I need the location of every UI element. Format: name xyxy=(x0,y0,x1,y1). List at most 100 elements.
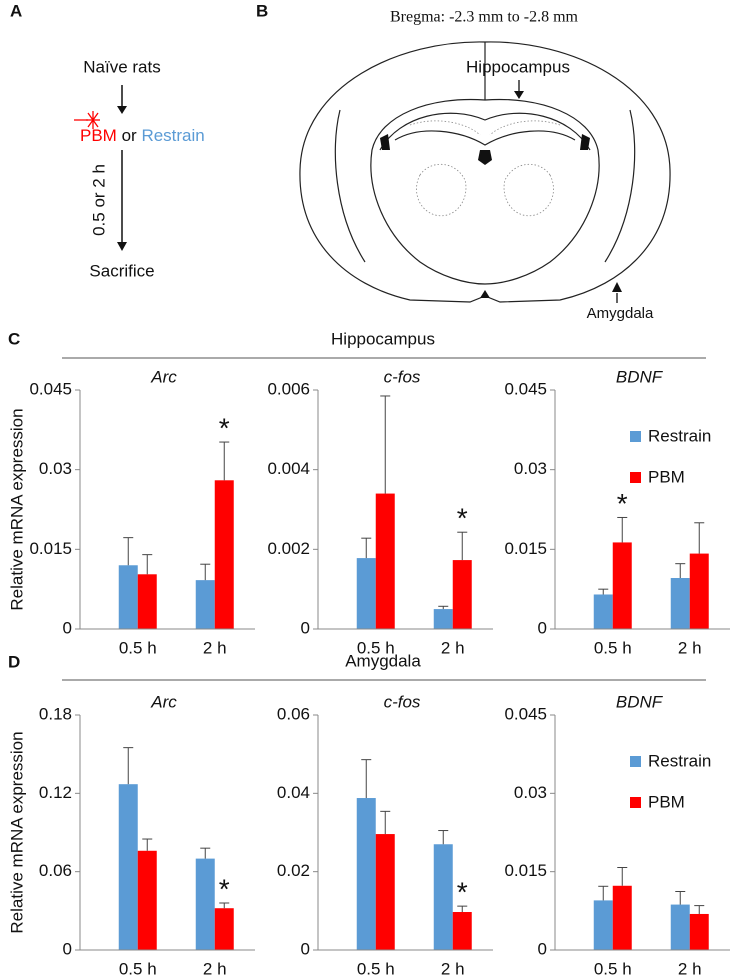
y-tick-label: 0 xyxy=(538,618,547,637)
legend-swatch xyxy=(630,431,641,442)
atlas-title: Bregma: -2.3 mm to -2.8 mm xyxy=(390,9,579,26)
atlas-arrow xyxy=(514,80,622,303)
x-tick-label: 2 h xyxy=(678,959,702,975)
y-tick-label: 0 xyxy=(538,939,547,958)
legend-label: Restrain xyxy=(648,751,711,770)
legend-swatch xyxy=(630,472,641,483)
significance-mark: * xyxy=(219,412,230,443)
x-tick-label: 0.5 h xyxy=(119,638,157,657)
flow-interval: 0.5 or 2 h xyxy=(89,164,108,236)
y-tick-label: 0.03 xyxy=(514,459,547,478)
chart-title: BDNF xyxy=(616,367,664,386)
panel-label: A xyxy=(10,1,22,20)
y-tick-label: 0.18 xyxy=(39,704,72,723)
x-tick-label: 0.5 h xyxy=(594,959,632,975)
y-tick-label: 0.015 xyxy=(504,539,547,558)
flow-restrain: Restrain xyxy=(141,126,204,145)
bar xyxy=(689,913,709,950)
chart-title: c-fos xyxy=(384,692,421,711)
bar xyxy=(214,480,234,629)
bar xyxy=(433,844,453,950)
y-tick-label: 0.045 xyxy=(504,379,547,398)
y-tick-label: 0.06 xyxy=(39,861,72,880)
legend-label: PBM xyxy=(648,467,685,486)
y-tick-label: 0.02 xyxy=(277,861,310,880)
x-tick-label: 2 h xyxy=(203,638,227,657)
bar xyxy=(433,609,453,629)
panel-label: B xyxy=(256,1,268,20)
x-tick-label: 0.5 h xyxy=(357,959,395,975)
bar xyxy=(612,885,632,950)
atlas-label: Hippocampus xyxy=(466,57,570,76)
y-tick-label: 0.03 xyxy=(514,783,547,802)
y-tick-label: 0 xyxy=(63,939,72,958)
flow-start: Naïve rats xyxy=(83,57,160,76)
bar xyxy=(118,565,138,629)
y-tick-label: 0 xyxy=(301,618,310,637)
y-tick-label: 0.045 xyxy=(504,704,547,723)
chart-title: c-fos xyxy=(384,367,421,386)
bar xyxy=(214,908,234,950)
x-tick-label: 0.5 h xyxy=(594,638,632,657)
brain-outline xyxy=(299,41,671,303)
panel-label: D xyxy=(8,652,20,671)
flow-or: or xyxy=(122,126,137,145)
significance-mark: * xyxy=(457,503,468,534)
bar xyxy=(137,850,157,950)
section-title: Amygdala xyxy=(345,651,421,670)
bar xyxy=(452,560,472,629)
chart-title: BDNF xyxy=(616,692,664,711)
x-tick-label: 0.5 h xyxy=(119,959,157,975)
y-tick-label: 0.015 xyxy=(29,539,72,558)
bar xyxy=(118,784,138,950)
legend-label: Restrain xyxy=(648,426,711,445)
y-tick-label: 0.002 xyxy=(267,539,310,558)
y-tick-label: 0.006 xyxy=(267,379,310,398)
y-axis-label: Relative mRNA expression xyxy=(7,731,26,933)
legend-label: PBM xyxy=(648,792,685,811)
laser-icon xyxy=(74,111,100,129)
chart-title: Arc xyxy=(150,367,177,386)
y-tick-label: 0.12 xyxy=(39,783,72,802)
x-tick-label: 2 h xyxy=(441,638,465,657)
x-tick-label: 2 h xyxy=(203,959,227,975)
y-axis-label: Relative mRNA expression xyxy=(7,408,26,610)
x-tick-label: 0.5 h xyxy=(357,638,395,657)
bar xyxy=(593,594,613,629)
y-tick-label: 0.03 xyxy=(39,459,72,478)
y-tick-label: 0.045 xyxy=(29,379,72,398)
bar xyxy=(356,798,376,950)
section-title: Hippocampus xyxy=(331,329,435,348)
bar xyxy=(195,858,215,950)
y-tick-label: 0.015 xyxy=(504,861,547,880)
bar xyxy=(612,542,632,629)
flow-step: PBM or Restrain xyxy=(80,126,205,145)
y-tick-label: 0 xyxy=(63,618,72,637)
bar xyxy=(356,558,376,629)
bar xyxy=(593,900,613,950)
y-tick-label: 0.04 xyxy=(277,783,310,802)
legend-swatch xyxy=(630,797,641,808)
significance-mark: * xyxy=(219,873,230,904)
x-tick-label: 2 h xyxy=(678,638,702,657)
bar xyxy=(670,904,690,950)
bar xyxy=(452,912,472,950)
bar xyxy=(137,574,157,629)
flow-end: Sacrifice xyxy=(89,261,154,280)
chart-title: Arc xyxy=(150,692,177,711)
panel-label: C xyxy=(8,329,20,348)
x-tick-label: 2 h xyxy=(441,959,465,975)
y-tick-label: 0.004 xyxy=(267,459,310,478)
flow-pbm: PBM xyxy=(80,126,117,145)
y-tick-label: 0 xyxy=(301,939,310,958)
bar xyxy=(375,493,395,629)
bar xyxy=(689,553,709,629)
significance-mark: * xyxy=(617,488,628,519)
significance-mark: * xyxy=(457,877,468,908)
bar xyxy=(670,578,690,629)
legend-swatch xyxy=(630,756,641,767)
bar xyxy=(195,580,215,629)
arrow xyxy=(117,85,127,251)
atlas-label: Amygdala xyxy=(587,305,654,322)
